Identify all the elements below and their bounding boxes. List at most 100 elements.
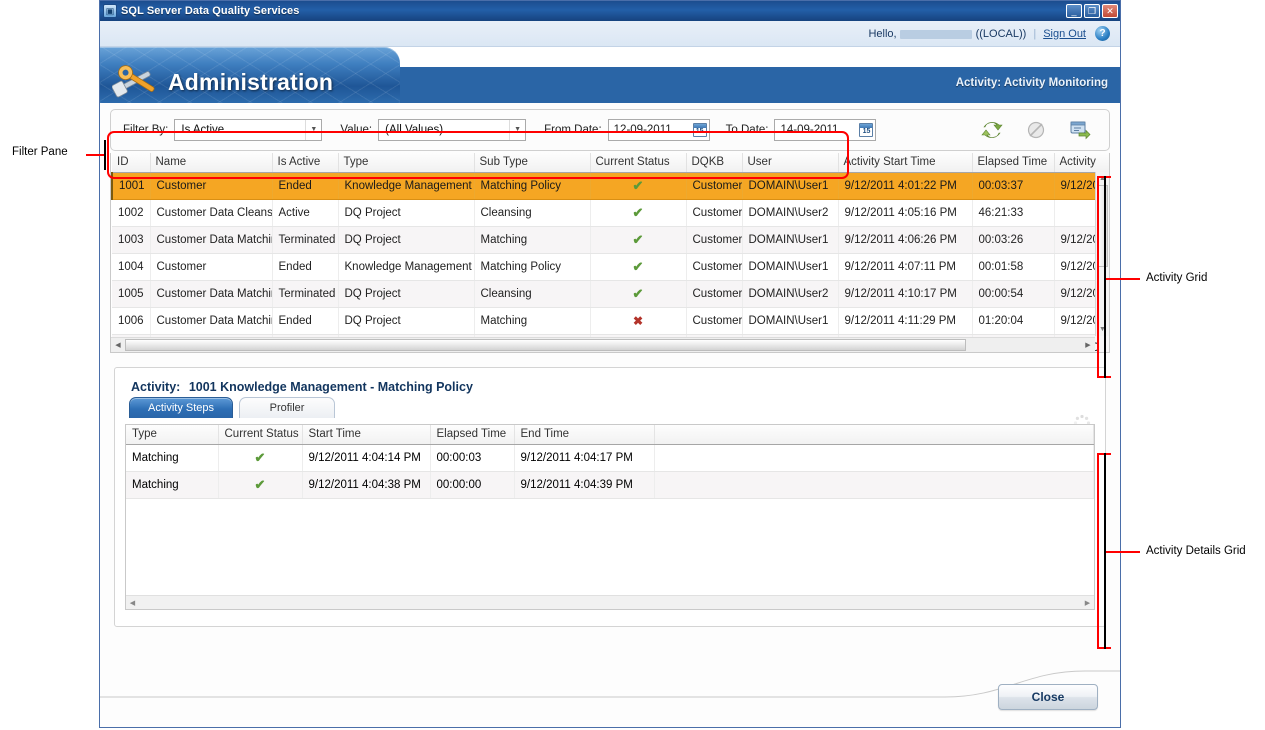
cell-sub-type: Matching Policy [474,172,591,200]
from-date-calendar-button[interactable]: 15 [691,120,709,140]
cell-elapsed: 01:20:04 [972,307,1055,335]
col-label: ID [117,156,129,169]
chevron-down-icon: ▼ [305,120,321,140]
window-title: SQL Server Data Quality Services [121,5,300,17]
table-row[interactable]: 1005 Customer Data Matching Terminated D… [112,280,1109,308]
hscroll-track[interactable] [125,338,1081,352]
table-row[interactable]: 1002 Customer Data Cleansing Active DQ P… [112,199,1109,227]
details-header: Activity: 1001 Knowledge Management - Ma… [115,368,1105,394]
activity-grid[interactable]: ID Name Is Active Type Sub Type Current … [110,153,1110,353]
terminate-icon [1027,121,1045,139]
col-label: Elapsed Time [436,428,507,441]
activity-grid-vertical-scrollbar[interactable]: ▲ ▼ [1095,172,1109,336]
cell-is-active: Terminated [272,226,339,254]
close-window-button[interactable]: ✕ [1102,4,1118,18]
scroll-right-icon[interactable]: ▶ [1084,599,1091,607]
to-date-calendar-button[interactable]: 15 [857,120,875,140]
col-label: Activity [1059,156,1096,169]
cell-id: 1005 [112,280,151,308]
col-header-is-active[interactable]: Is Active [272,153,339,173]
tab-activity-steps[interactable]: Activity Steps [129,397,234,418]
close-button[interactable]: Close [998,684,1098,710]
col-label: Current Status [224,428,299,441]
col-header-start-time[interactable]: Start Time [302,425,431,445]
to-date-field[interactable]: 14-09-2011 15 [774,119,877,141]
col-header-dqkb[interactable]: DQKB [686,153,743,173]
activity-details-table: Type Current Status Start Time Elapsed T… [126,425,1094,499]
value-select[interactable]: (All Values) ▼ [378,119,527,141]
table-row[interactable]: Matching ✔ 9/12/2011 4:04:38 PM 00:00:00… [126,471,1094,499]
col-header-end-time[interactable]: End Time [514,425,655,445]
cell-name: Customer Data Matching [150,280,273,308]
cell-start-time: 9/12/2011 4:10:17 PM [838,280,973,308]
annotation-activity-details-grid: Activity Details Grid [1146,545,1246,557]
scroll-left-icon[interactable]: ◀ [111,338,125,352]
scroll-right-icon[interactable]: ▶ [1081,338,1095,352]
cell-current-status: ✔ [590,172,687,200]
window-titlebar: ▣ SQL Server Data Quality Services _ ❐ ✕ [100,1,1120,21]
cell-start-time: 9/12/2011 4:07:11 PM [838,253,973,281]
cell-is-active: Ended [272,307,339,335]
details-horizontal-scrollbar[interactable]: ◀ ▶ [126,595,1094,609]
col-header-sub-type[interactable]: Sub Type [474,153,591,173]
cell-sub-type: Matching [474,226,591,254]
col-header-user[interactable]: User [742,153,839,173]
from-date-label: From Date: [544,124,602,136]
help-icon[interactable]: ? [1095,26,1110,41]
tab-label: Activity Steps [148,402,215,414]
sign-out-link[interactable]: Sign Out [1043,27,1086,40]
col-header-elapsed-time[interactable]: Elapsed Time [972,153,1055,173]
hscroll-thumb[interactable] [125,339,967,351]
scroll-left-icon[interactable]: ◀ [129,599,136,607]
cell-current-status: ✖ [590,307,687,335]
col-header-elapsed-time[interactable]: Elapsed Time [430,425,515,445]
from-date-value: 12-09-2011 [613,124,672,136]
cell-id: 1003 [112,226,151,254]
col-label: Is Active [277,156,321,169]
col-header-name[interactable]: Name [150,153,273,173]
annotation-leader-line [86,154,106,156]
table-row[interactable]: 1001 Customer Ended Knowledge Management… [111,172,1109,200]
col-header-type[interactable]: Type [126,425,219,445]
cell-sub-type: Cleansing [474,199,591,227]
table-row[interactable]: 1006 Customer Data Matching Ended DQ Pro… [112,307,1109,335]
to-date-value: 14-09-2011 [780,124,839,136]
to-date-label: To Date: [725,124,769,136]
vscroll-thumb[interactable] [1097,185,1108,267]
table-row[interactable]: Matching ✔ 9/12/2011 4:04:14 PM 00:00:03… [126,444,1094,472]
col-label: Name [155,156,187,169]
server-name: ((LOCAL)) [975,27,1027,40]
tab-profiler[interactable]: Profiler [239,397,336,418]
col-header-id[interactable]: ID [112,153,151,173]
table-row[interactable]: 1003 Customer Data Matching Terminated D… [112,226,1109,254]
refresh-icon[interactable] [981,119,1003,141]
from-date-field[interactable]: 12-09-2011 15 [607,119,710,141]
activity-grid-horizontal-scrollbar[interactable]: ◀ ▶ [111,337,1095,352]
table-row[interactable]: 1004 Customer Ended Knowledge Management… [112,253,1109,281]
page-title: Administration [168,69,334,95]
cell-elapsed: 00:03:26 [972,226,1055,254]
cell-user: DOMAIN\User2 [742,280,839,308]
col-header-activity[interactable]: Activity [1054,153,1109,173]
cell-sub-type: Matching Policy [474,253,591,281]
col-header-type[interactable]: Type [338,153,475,173]
cell-filler [654,444,1094,472]
export-icon[interactable] [1069,119,1091,141]
activity-details-grid[interactable]: Type Current Status Start Time Elapsed T… [125,424,1095,610]
cell-id: 1006 [112,307,151,335]
col-header-current-status[interactable]: Current Status [218,425,303,445]
col-header-activity-start-time[interactable]: Activity Start Time [838,153,973,173]
calendar-icon: 15 [859,123,874,137]
filter-by-select[interactable]: Is Active ▼ [174,119,323,141]
minimize-button[interactable]: _ [1066,4,1082,18]
col-header-current-status[interactable]: Current Status [590,153,687,173]
cell-name: Customer Data Matching [150,226,273,254]
cell-dqkb: Customer [686,307,743,335]
cell-name: Customer [150,253,273,281]
scroll-down-icon[interactable]: ▼ [1096,323,1109,336]
cell-elapsed: 00:01:58 [972,253,1055,281]
col-label: Type [343,156,369,169]
restore-button[interactable]: ❐ [1084,4,1100,18]
scroll-up-icon[interactable]: ▲ [1096,172,1109,185]
